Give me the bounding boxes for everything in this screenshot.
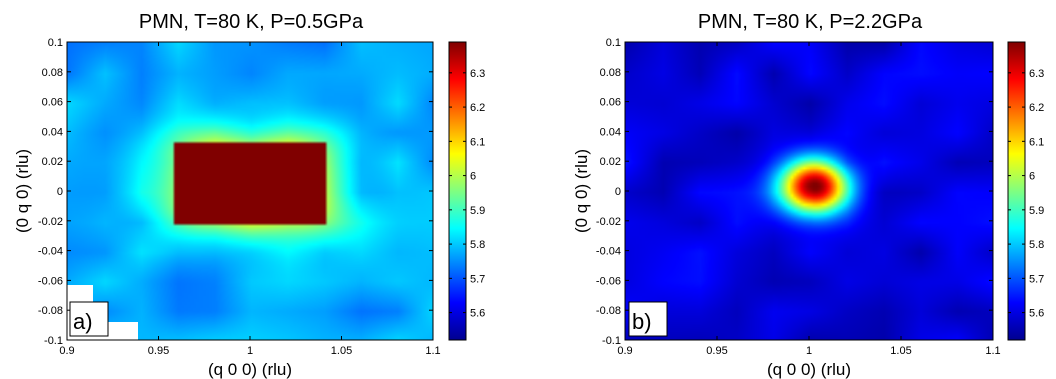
panel-b-colorbar-ticks: 5.6 5.7 5.8 5.9 6 6.1 6.2 6.3 bbox=[1008, 68, 1044, 320]
panel-b-colorbar-gradient bbox=[1007, 41, 1026, 341]
panel-a-colorbar-tick-label: 6 bbox=[470, 171, 476, 183]
panel-a-ytick-label: 0.08 bbox=[42, 67, 63, 79]
panel-a-colorbar-gradient bbox=[448, 41, 467, 341]
panel-b-ytick-label: 0.04 bbox=[600, 126, 621, 138]
panel-a-heatmap-image bbox=[67, 42, 433, 340]
panel-b-label-frame bbox=[628, 301, 668, 337]
panel-a-xtick-label: 1.1 bbox=[425, 345, 440, 357]
panel-b-colorbar-tick-label: 6.1 bbox=[1029, 136, 1044, 148]
panel-a-ytick-label: 0.02 bbox=[42, 156, 63, 168]
panel-b-colorbar-tick-label: 6.2 bbox=[1029, 102, 1044, 114]
panel-b-xtick-label: 0.9 bbox=[617, 345, 632, 357]
panel-b-title: PMN, T=80 K, P=2.2GPa bbox=[698, 11, 923, 33]
panel-b-ytick-label: -0.06 bbox=[596, 275, 621, 287]
panel-a-ytick-label: -0.08 bbox=[38, 305, 63, 317]
panel-a-label-box: a) bbox=[69, 301, 109, 337]
panel-b-xtick-label: 1.05 bbox=[890, 345, 911, 357]
panel-a-title: PMN, T=80 K, P=0.5GPa bbox=[139, 11, 364, 33]
panel-a-ytick-label: 0.1 bbox=[48, 37, 63, 49]
panel-b-ytick-label: 0.06 bbox=[600, 97, 621, 109]
panel-b-colorbar-tick-label: 6.3 bbox=[1029, 68, 1044, 80]
panel-a-colorbar-tick-label: 6.3 bbox=[470, 68, 485, 80]
panel-a-xtick-label: 1.05 bbox=[331, 345, 352, 357]
panel-b-label-box: b) bbox=[628, 301, 668, 337]
panel-b-colorbar-tick-label: 6 bbox=[1029, 171, 1035, 183]
panel-b-ytick-label: 0.1 bbox=[606, 37, 621, 49]
panel-b-colorbar-tick-label: 5.7 bbox=[1029, 273, 1044, 285]
panel-b-ytick-label: -0.02 bbox=[596, 216, 621, 228]
panel-a-ytick-label: 0 bbox=[57, 186, 63, 198]
panel-b-xlabel: (q 0 0) (rlu) bbox=[767, 360, 851, 379]
panel-a-colorbar-tick-label: 5.9 bbox=[470, 205, 485, 217]
panel-b: PMN, T=80 K, P=2.2GPa 0.9 0.95 1 1.05 1.1 -0.… bbox=[572, 11, 1044, 379]
panel-a-ytick-label: -0.02 bbox=[38, 216, 63, 228]
panel-a-ytick-label: -0.1 bbox=[44, 335, 63, 347]
panel-b-ytick-label: 0.08 bbox=[600, 67, 621, 79]
panel-a-colorbar-tick-label: 5.6 bbox=[470, 308, 485, 320]
panel-a-colorbar-tick-label: 6.2 bbox=[470, 102, 485, 114]
panel-b-ytick-label: -0.1 bbox=[602, 335, 621, 347]
panel-b-heatmap bbox=[625, 42, 993, 340]
panel-b-xtick-label: 1 bbox=[806, 345, 812, 357]
panel-b-label: b) bbox=[632, 309, 652, 334]
panel-b-colorbar-tick-label: 5.8 bbox=[1029, 239, 1044, 251]
panel-a-heatmap bbox=[67, 42, 433, 340]
panel-a-ticks: 0.9 0.95 1 1.05 1.1 -0.1 -0.08 -0.06 -0.04 -0.02 0… bbox=[38, 37, 441, 357]
panel-a-label-frame bbox=[69, 301, 109, 337]
panel-a-xtick-label: 0.95 bbox=[148, 345, 169, 357]
panel-a-colorbar-ticks: 5.6 5.7 5.8 5.9 6 6.1 6.2 6.3 bbox=[449, 68, 485, 320]
panel-b-xtick-label: 0.95 bbox=[706, 345, 727, 357]
panel-b-ytick-label: 0 bbox=[615, 186, 621, 198]
panel-a-colorbar-tick-label: 5.7 bbox=[470, 273, 485, 285]
panel-a-label: a) bbox=[73, 309, 93, 334]
panel-a-colorbar-tick-label: 5.8 bbox=[470, 239, 485, 251]
panel-b-ylabel: (0 q 0) (rlu) bbox=[572, 149, 591, 233]
panel-b-colorbar: 5.6 5.7 5.8 5.9 6 6.1 6.2 6.3 bbox=[1007, 41, 1044, 341]
panel-b-xtick-label: 1.1 bbox=[985, 345, 1000, 357]
panel-a-ytick-label: -0.06 bbox=[38, 275, 63, 287]
panel-b-colorbar-tick-label: 5.9 bbox=[1029, 205, 1044, 217]
panel-b-ticks: 0.9 0.95 1 1.05 1.1 -0.1 -0.08 -0.06 -0.04 -0.02 0… bbox=[596, 37, 1001, 357]
panel-a-xlabel: (q 0 0) (rlu) bbox=[208, 360, 292, 379]
panel-b-ytick-label: 0.02 bbox=[600, 156, 621, 168]
panel-b-ytick-label: -0.08 bbox=[596, 305, 621, 317]
panel-a-xtick-label: 1 bbox=[247, 345, 253, 357]
panel-a-xtick-label: 0.9 bbox=[59, 345, 74, 357]
panel-b-colorbar-tick-label: 5.6 bbox=[1029, 308, 1044, 320]
panel-b-ytick-label: -0.04 bbox=[596, 246, 621, 258]
panel-a-ytick-label: 0.04 bbox=[42, 126, 63, 138]
panel-a-colorbar-tick-label: 6.1 bbox=[470, 136, 485, 148]
panel-a-colorbar: 5.6 5.7 5.8 5.9 6 6.1 6.2 6.3 bbox=[448, 41, 485, 341]
panel-a-ylabel: (0 q 0) (rlu) bbox=[13, 149, 32, 233]
panel-b-heatmap-image bbox=[625, 42, 993, 340]
panel-a: PMN, T=80 K, P=0.5GPa 0.9 0.95 1 1.05 1.1 -0.… bbox=[13, 11, 485, 379]
panel-a-ytick-label: 0.06 bbox=[42, 97, 63, 109]
panel-a-ytick-label: -0.04 bbox=[38, 246, 63, 258]
